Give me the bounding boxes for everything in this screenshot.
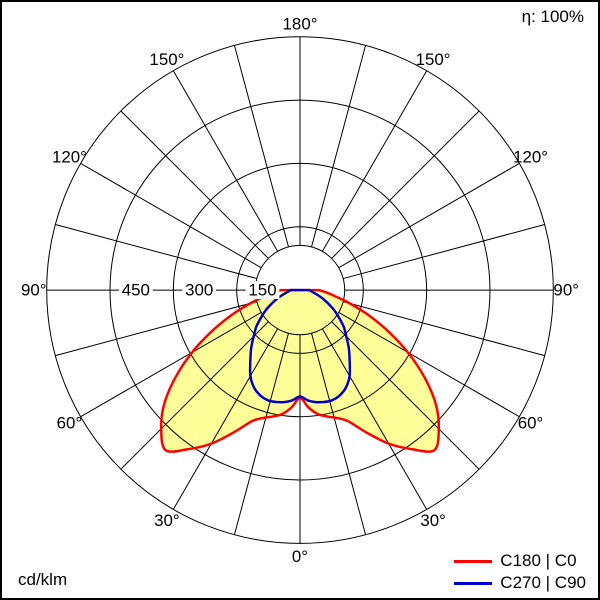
angle-label-30: 30° [154, 511, 180, 530]
scale-label-300: 300 [185, 281, 213, 300]
angle-label-180: 180° [283, 14, 318, 33]
legend-label-c90: C270 | C90 [500, 573, 586, 592]
grid-spoke [120, 110, 269, 259]
legend-item-c0: C180 | C0 [454, 551, 586, 571]
grid-spoke [311, 45, 367, 247]
axis-labels: 150 300 450 0° 30° 30° 60° 60° 90° 90° 120° 120° 150… [21, 14, 579, 565]
curve-C270-C90 [248, 288, 352, 404]
angle-label-60: 60° [518, 414, 544, 433]
curve-C180-C0 [159, 288, 441, 453]
scale-label-bg [182, 281, 217, 300]
grid-spoke [321, 70, 428, 252]
angle-label-120: 120° [52, 147, 87, 166]
grid-spoke [338, 162, 520, 269]
grid-spoke [120, 321, 269, 470]
unit-label: cd/klm [18, 570, 68, 589]
grid-spoke [331, 110, 480, 259]
grid-spoke [321, 328, 428, 510]
scale-label-450: 450 [122, 281, 150, 300]
grid-spoke [80, 162, 262, 269]
legend-line-blue-icon [454, 581, 493, 585]
grid-spoke [233, 45, 289, 247]
grid-spoke [172, 70, 279, 252]
legend-line-red-icon [454, 559, 493, 563]
legend-item-c90: C270 | C90 [454, 573, 586, 593]
grid-spoke [55, 301, 257, 357]
grid-spoke [343, 224, 545, 280]
angle-label-0: 0° [292, 547, 308, 566]
scale-label-bg [245, 281, 280, 300]
scale-label-bg [118, 281, 153, 300]
efficiency-label: η: 100% [521, 7, 584, 26]
legend-label-c0: C180 | C0 [500, 551, 577, 570]
grid-spoke [338, 311, 520, 418]
angle-label-120: 120° [513, 147, 548, 166]
polar-grid [46, 36, 554, 544]
angle-label-30: 30° [420, 511, 446, 530]
scale-label-150: 150 [248, 281, 276, 300]
grid-spoke [331, 321, 480, 470]
angle-label-90: 90° [553, 281, 579, 300]
grid-spoke [55, 224, 257, 280]
grid-spoke [343, 301, 545, 357]
angle-label-90: 90° [21, 281, 47, 300]
grid-spoke [80, 311, 262, 418]
legend: C180 | C0 C270 | C90 [454, 551, 586, 593]
angle-label-60: 60° [57, 414, 83, 433]
grid-spoke [172, 328, 279, 510]
angle-label-150: 150° [149, 50, 184, 69]
grid-spoke [233, 333, 289, 535]
angle-label-150: 150° [416, 50, 451, 69]
grid-spoke [311, 333, 367, 535]
curves [159, 288, 441, 453]
